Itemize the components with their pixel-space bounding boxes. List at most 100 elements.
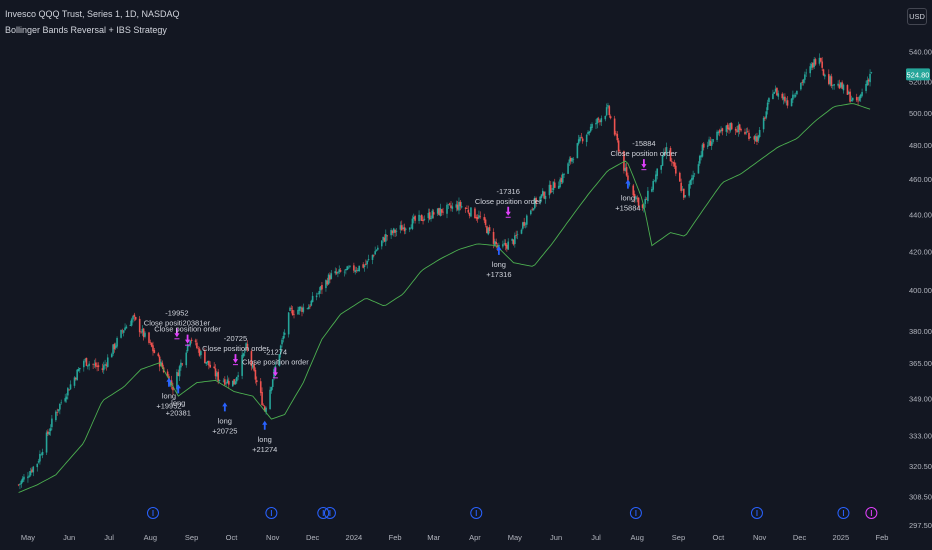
candle-body <box>464 207 467 209</box>
candle-body <box>17 484 20 486</box>
candle-body <box>653 180 656 182</box>
candle-body <box>335 272 338 274</box>
candle-body <box>504 242 507 246</box>
candle-body <box>495 241 498 245</box>
candle-body <box>198 348 201 356</box>
candle-body <box>265 407 267 413</box>
candle-body <box>217 371 219 382</box>
candle-body <box>820 58 822 62</box>
candle-body <box>636 197 639 199</box>
candle-body <box>315 295 318 298</box>
entry-label: long <box>162 392 176 401</box>
candle-body <box>423 218 426 220</box>
candle-body <box>190 339 193 341</box>
candle-body <box>673 162 676 167</box>
candle-body <box>507 241 509 250</box>
candle-body <box>847 91 850 94</box>
candle-body <box>251 365 254 368</box>
candle-body <box>381 240 383 247</box>
price-tick-label: 420.00 <box>909 247 932 256</box>
candle-body <box>255 380 258 383</box>
candle-body <box>120 329 122 338</box>
candle-body <box>561 174 564 183</box>
candle-body <box>749 137 752 138</box>
candle-body <box>829 76 831 85</box>
candle-body <box>781 93 784 99</box>
candle-body <box>412 217 415 220</box>
candle-body <box>19 483 21 485</box>
candle-body <box>122 330 125 333</box>
candle-body <box>391 230 394 234</box>
indicator-title: Bollinger Bands Reversal + IBS Strategy <box>5 25 167 35</box>
candle-body <box>253 363 255 371</box>
candle-body <box>116 338 118 347</box>
price-axis[interactable]: 297.50 308.50 320.50 333.00 349.00 365.00 380.… <box>909 48 932 530</box>
candle-body <box>633 193 636 198</box>
candle-body <box>88 363 90 366</box>
candle-body <box>222 380 225 382</box>
candle-body <box>702 143 705 148</box>
time-tick-label: Jun <box>550 533 562 542</box>
candle-body <box>448 203 451 205</box>
candle-body <box>683 188 685 198</box>
candle-body <box>745 131 748 133</box>
candle-body <box>833 84 835 86</box>
candle-body <box>377 247 379 250</box>
candle-body <box>245 343 247 351</box>
candle-body <box>84 359 86 361</box>
candle-body <box>69 384 72 390</box>
candle-body <box>374 251 376 255</box>
candle-body <box>382 236 384 241</box>
candle-body <box>287 312 290 335</box>
currency-button[interactable]: USD <box>907 8 927 25</box>
candle-body <box>67 388 69 396</box>
candle-body <box>77 368 80 372</box>
entry-label: long <box>492 260 506 269</box>
time-axis[interactable]: May Jun Jul Aug Sep Oct Nov Dec 2024 Feb Mar Apr May… <box>21 533 889 542</box>
candle-body <box>828 74 830 84</box>
candle-body <box>311 295 314 303</box>
candle-body <box>539 196 541 204</box>
event-markers[interactable] <box>146 507 878 519</box>
candle-body <box>301 307 303 312</box>
candle-body <box>59 403 61 410</box>
candle-body <box>45 432 48 453</box>
candle-body <box>307 307 310 310</box>
candle-body <box>832 85 834 86</box>
candle-body <box>317 293 319 295</box>
candle-body <box>810 64 813 68</box>
price-tick-label: 320.50 <box>909 462 932 471</box>
candle-body <box>349 265 351 267</box>
candle-body <box>106 357 109 367</box>
candle-body <box>209 364 211 368</box>
candle-body <box>655 174 657 182</box>
candle-body <box>87 365 89 367</box>
candle-body <box>291 309 294 316</box>
candle-body <box>436 208 439 214</box>
candle-body <box>114 345 117 348</box>
candle-body <box>661 155 664 166</box>
candle-body <box>717 131 720 134</box>
candle-body <box>758 129 761 138</box>
candle-body <box>822 69 825 76</box>
candle-body <box>400 225 403 231</box>
candle-body <box>329 275 331 280</box>
exit-arrow <box>232 354 239 364</box>
candle-body <box>48 431 51 435</box>
candle-body <box>105 364 108 366</box>
candle-body <box>281 339 283 345</box>
entry-label: +19952 <box>156 402 181 411</box>
candle-body <box>679 172 681 182</box>
candle-body <box>113 343 116 350</box>
candle-body <box>720 129 722 132</box>
candle-body <box>541 190 544 196</box>
candle-body <box>660 165 662 170</box>
candle-body <box>32 466 35 473</box>
candle-body <box>150 342 153 347</box>
candle-body <box>782 96 785 100</box>
candle-body <box>170 380 173 386</box>
candle-body <box>404 228 407 230</box>
candle-body <box>325 280 327 289</box>
candle-body <box>672 162 674 164</box>
